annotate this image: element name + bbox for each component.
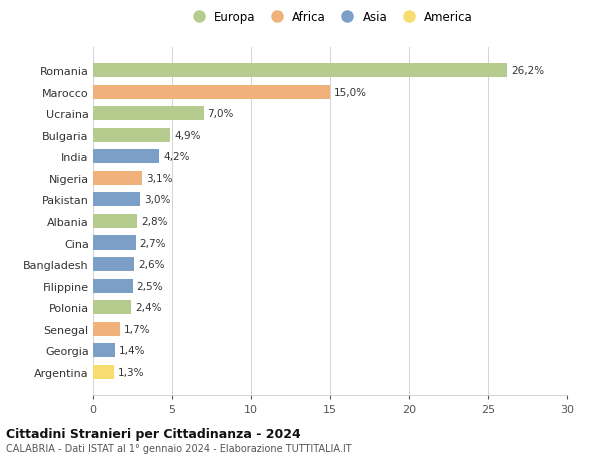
Text: 26,2%: 26,2% [511,66,544,76]
Text: 7,0%: 7,0% [208,109,234,119]
Text: 2,4%: 2,4% [135,302,161,313]
Bar [93,85,330,100]
Text: 4,2%: 4,2% [163,152,190,162]
Text: 4,9%: 4,9% [175,130,201,140]
Text: CALABRIA - Dati ISTAT al 1° gennaio 2024 - Elaborazione TUTTITALIA.IT: CALABRIA - Dati ISTAT al 1° gennaio 2024… [6,443,352,453]
Bar [93,150,160,164]
Bar [93,257,134,271]
Text: 1,4%: 1,4% [119,346,146,355]
Bar [93,322,120,336]
Text: 15,0%: 15,0% [334,88,367,97]
Bar [93,193,140,207]
Legend: Europa, Africa, Asia, America: Europa, Africa, Asia, America [185,9,475,27]
Text: 3,1%: 3,1% [146,174,172,184]
Text: 2,7%: 2,7% [140,238,166,248]
Text: 3,0%: 3,0% [145,195,171,205]
Bar [93,172,142,185]
Bar [93,64,507,78]
Bar [93,107,203,121]
Bar [93,129,170,142]
Bar [93,365,113,379]
Text: 2,5%: 2,5% [136,281,163,291]
Text: 1,3%: 1,3% [118,367,144,377]
Text: 2,8%: 2,8% [141,217,167,226]
Bar [93,214,137,229]
Bar [93,279,133,293]
Bar [93,301,131,314]
Text: 2,6%: 2,6% [138,259,164,269]
Text: Cittadini Stranieri per Cittadinanza - 2024: Cittadini Stranieri per Cittadinanza - 2… [6,427,301,440]
Bar [93,236,136,250]
Text: 1,7%: 1,7% [124,324,151,334]
Bar [93,343,115,358]
